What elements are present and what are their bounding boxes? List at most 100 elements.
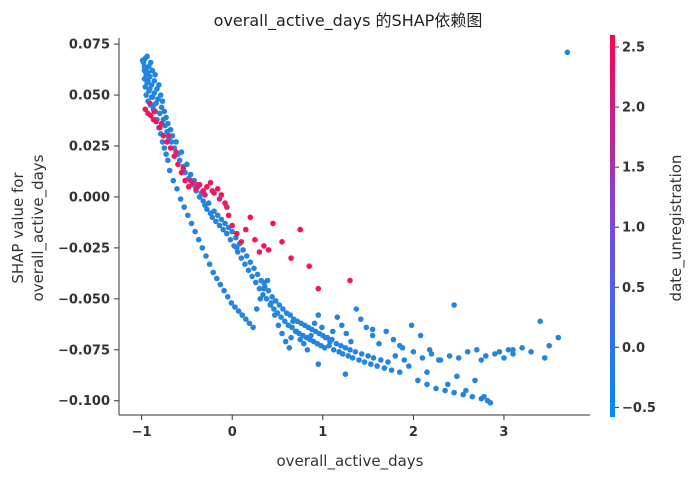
scatter-point <box>143 92 149 98</box>
scatter-point <box>541 355 548 361</box>
scatter-point <box>463 387 469 394</box>
scatter-point <box>282 338 289 345</box>
scatter-point <box>260 292 266 298</box>
scatter-point <box>149 67 156 74</box>
scatter-point <box>451 302 457 308</box>
scatter-point <box>483 353 489 359</box>
scatter-point <box>178 149 185 155</box>
scatter-point <box>214 275 220 282</box>
scatter-point <box>368 361 374 367</box>
scatter-point <box>147 59 154 66</box>
scatter-point <box>147 100 153 106</box>
scatter-point <box>234 245 240 251</box>
scatter-point <box>235 308 242 314</box>
scatter-point <box>358 316 364 323</box>
scatter-point <box>390 336 397 343</box>
scatter-point <box>195 181 201 188</box>
chart-title: overall_active_days 的SHAP依赖图 <box>214 11 483 31</box>
scatter-point <box>424 369 430 376</box>
scatter-point <box>339 322 345 329</box>
scatter-point <box>246 320 253 327</box>
scatter-point <box>472 377 478 384</box>
scatter-point <box>247 214 254 221</box>
scatter-point <box>392 353 399 359</box>
scatter-point <box>166 133 172 139</box>
scatter-point <box>224 294 231 300</box>
scatter-point <box>410 349 417 355</box>
y-ticks: −0.100 −0.075 −0.050 −0.025 0.000 0.025 0.050 0… <box>58 38 119 409</box>
scatter-point <box>184 161 190 168</box>
scatter-point <box>164 139 170 145</box>
scatter-point <box>352 349 359 355</box>
y-tick-label: 0.075 <box>69 38 110 53</box>
scatter-point <box>161 108 168 115</box>
scatter-point <box>347 347 353 353</box>
scatter-point <box>151 90 158 96</box>
scatter-point <box>243 316 249 323</box>
scatter-point <box>474 347 480 353</box>
x-ticks: −1 0 1 2 3 <box>132 415 508 440</box>
colorbar-ticks: −0.5 0.0 0.5 1.0 1.5 2.0 2.5 <box>615 41 656 416</box>
scatter-point <box>505 347 512 353</box>
scatter-point <box>510 347 516 353</box>
scatter-point <box>276 302 283 308</box>
scatter-point <box>455 355 462 361</box>
scatter-point <box>564 49 571 56</box>
x-tick-label: 3 <box>499 425 508 440</box>
scatter-point <box>370 355 377 361</box>
scatter-point <box>158 120 165 127</box>
scatter-point <box>216 222 223 229</box>
scatter-point <box>254 271 261 278</box>
y-tick-label: −0.025 <box>58 241 110 256</box>
scatter-point <box>249 273 255 280</box>
scatter-point <box>139 57 146 64</box>
scatter-point <box>358 351 365 357</box>
scatter-point <box>424 381 430 388</box>
scatter-point <box>297 226 304 233</box>
scatter-point <box>268 300 275 306</box>
scatter-point <box>163 114 169 121</box>
scatter-point <box>141 63 148 70</box>
scatter-point <box>454 373 460 380</box>
scatter-point <box>334 314 341 321</box>
scatter-point <box>142 106 149 113</box>
colorbar-tick-label: 1.5 <box>622 161 645 176</box>
scatter-points <box>139 49 571 406</box>
x-tick-label: −1 <box>132 425 152 440</box>
scatter-point <box>167 126 174 133</box>
y-axis-label-line2: overall_active_days <box>29 154 48 301</box>
scatter-point <box>165 157 171 164</box>
x-tick-label: 2 <box>409 425 418 440</box>
scatter-point <box>315 285 322 292</box>
scatter-point <box>214 186 221 192</box>
scatter-point <box>326 342 332 349</box>
scatter-point <box>311 320 318 327</box>
scatter-point <box>195 236 202 243</box>
scatter-point <box>203 253 209 259</box>
scatter-point <box>415 377 421 384</box>
scatter-point <box>347 277 353 284</box>
scatter-point <box>272 312 278 318</box>
scatter-point <box>293 328 300 335</box>
scatter-point <box>361 359 368 365</box>
scatter-point <box>433 385 439 392</box>
scatter-point <box>225 212 232 219</box>
scatter-point <box>213 218 219 225</box>
scatter-point <box>537 318 543 325</box>
scatter-point <box>464 349 471 355</box>
scatter-point <box>155 96 161 102</box>
scatter-point <box>290 318 296 325</box>
scatter-point <box>435 357 442 363</box>
scatter-point <box>329 336 335 343</box>
scatter-point <box>289 324 295 331</box>
scatter-point <box>555 334 562 341</box>
scatter-point <box>220 226 226 233</box>
scatter-point <box>148 94 155 100</box>
colorbar-gradient <box>610 35 615 417</box>
scatter-point <box>261 243 267 249</box>
scatter-point <box>168 139 175 145</box>
scatter-point <box>469 393 476 400</box>
scatter-point <box>192 228 198 235</box>
scatter-point <box>288 334 294 341</box>
scatter-point <box>271 306 277 312</box>
